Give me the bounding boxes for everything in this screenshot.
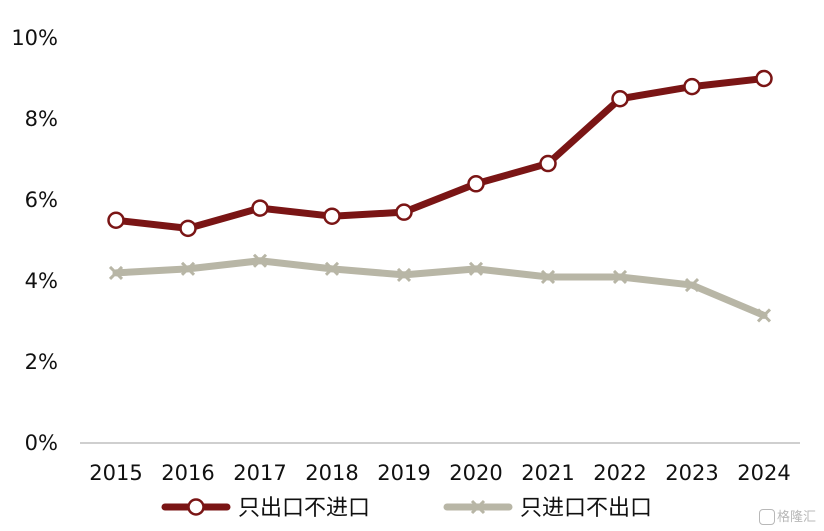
x-tick-label: 2015 <box>89 461 142 485</box>
data-point-x <box>396 267 412 282</box>
y-tick-label: 0% <box>25 431 58 455</box>
series-line <box>112 257 768 319</box>
data-point-x <box>756 308 772 323</box>
x-tick-label: 2019 <box>377 461 430 485</box>
x-tick-label: 2022 <box>593 461 646 485</box>
x-tick-label: 2024 <box>737 461 790 485</box>
x-tick-label: 2018 <box>305 461 358 485</box>
x-tick-label: 2021 <box>521 461 574 485</box>
series-import-only <box>108 253 772 323</box>
x-tick-label: 2023 <box>665 461 718 485</box>
data-point-circle <box>611 90 629 108</box>
legend-label: 只进口不出口 <box>520 496 652 521</box>
watermark-logo-icon <box>758 509 775 525</box>
data-point-x <box>684 277 700 293</box>
data-point-circle <box>755 69 773 88</box>
data-point-x <box>470 499 486 515</box>
watermark: 格隆汇 <box>758 506 816 525</box>
data-point-circle <box>251 199 269 217</box>
data-point-circle <box>683 77 701 96</box>
data-point-circle <box>539 154 557 173</box>
x-tick-label: 2020 <box>449 461 502 485</box>
data-point-x <box>252 253 268 268</box>
data-point-x <box>612 269 628 285</box>
data-point-circle <box>187 498 205 516</box>
y-tick-label: 4% <box>25 269 58 293</box>
data-point-circle <box>107 211 125 229</box>
data-point-x <box>180 261 196 276</box>
series-layer <box>107 69 773 323</box>
watermark-text: 格隆汇 <box>776 509 816 525</box>
x-tick-label: 2017 <box>233 461 286 485</box>
data-point-x <box>468 261 484 276</box>
data-point-x <box>108 265 124 280</box>
legend-item: 只进口不出口 <box>443 496 652 521</box>
series-line <box>112 75 768 232</box>
y-tick-label: 2% <box>25 350 58 374</box>
y-tick-label: 10% <box>11 26 58 50</box>
legend-item: 只出口不进口 <box>161 496 370 521</box>
data-point-circle <box>323 207 341 225</box>
y-tick-label: 8% <box>25 107 58 131</box>
legend: 只出口不进口 只进口不出口 <box>161 496 652 521</box>
data-point-circle <box>467 175 485 193</box>
y-axis: 0% 2% 4% 6% 8% 10% <box>11 26 58 455</box>
data-point-x <box>324 261 340 276</box>
x-tick-label: 2016 <box>161 461 214 485</box>
x-axis: 2015 2016 2017 2018 2019 2020 2021 2022 2023 2024 <box>80 442 800 485</box>
y-tick-label: 6% <box>25 188 58 212</box>
data-point-x <box>540 269 556 285</box>
legend-label: 只出口不进口 <box>238 496 370 521</box>
data-point-circle <box>395 203 413 221</box>
data-point-circle <box>179 219 197 238</box>
series-export-only <box>107 69 773 238</box>
